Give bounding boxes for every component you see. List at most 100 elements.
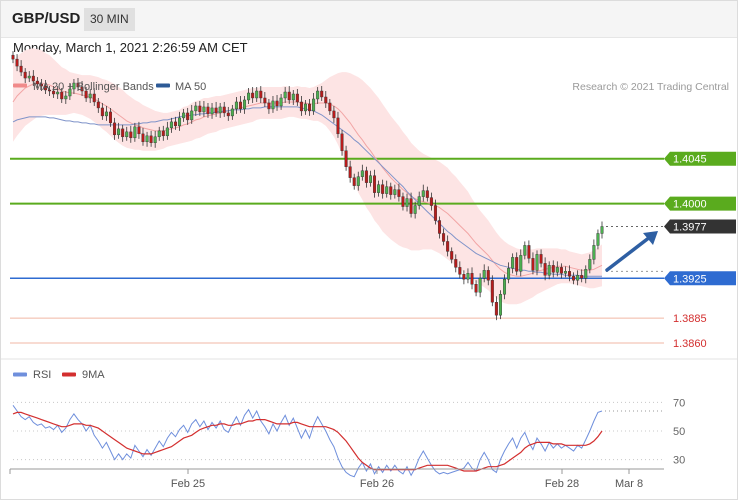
candle-9 (48, 86, 52, 96)
candle-32 (141, 127, 145, 146)
forecast-arrow (605, 231, 658, 272)
price-legend: MA 20 + Bollinger Bands MA 50 Research ©… (13, 81, 729, 93)
candle-97 (405, 193, 409, 212)
candle-35 (153, 130, 157, 148)
candle-13 (64, 91, 68, 104)
legend-rsi-ma[interactable]: 9MA (82, 369, 105, 381)
x-axis: Feb 25 Feb 26 Feb 28 Mar 8 (9, 468, 664, 490)
candle-92 (385, 180, 389, 198)
candle-125 (519, 249, 523, 277)
moving-averages (12, 82, 603, 277)
x-tick-label-0: Feb 25 (171, 478, 205, 490)
candle-21 (96, 97, 100, 113)
candle-46 (198, 100, 202, 116)
candle-85 (356, 171, 360, 191)
candle-17 (80, 81, 84, 96)
candle-93 (389, 182, 393, 200)
price-level-lines (10, 157, 664, 344)
candle-22 (100, 102, 104, 120)
candle-12 (60, 88, 64, 103)
rsi-legend: RSI 9MA (13, 369, 105, 381)
price-label-1.3860: 1.3860 (673, 338, 707, 350)
candle-66 (279, 93, 283, 110)
candle-91 (381, 179, 385, 199)
candle-67 (283, 87, 287, 103)
candle-122 (507, 262, 511, 284)
price-label-1.3977: 1.3977 (664, 219, 736, 234)
candle-20 (92, 88, 96, 106)
candle-10 (52, 86, 56, 98)
candle-73 (308, 98, 312, 116)
candle-63 (267, 98, 271, 114)
candle-95 (397, 183, 401, 202)
timeframe-badge[interactable]: 30 MIN (84, 8, 135, 31)
candle-120 (498, 290, 502, 320)
candle-87 (364, 166, 368, 188)
candle-114 (474, 280, 478, 297)
candle-53 (226, 106, 230, 121)
candle-128 (531, 252, 535, 275)
candle-68 (287, 86, 291, 104)
candle-84 (352, 173, 356, 190)
candle-47 (202, 100, 206, 117)
candle-3 (23, 68, 27, 84)
legend-ma50[interactable]: MA 50 (175, 81, 206, 93)
forecast-arrow-head (643, 231, 658, 245)
legend-rsi[interactable]: RSI (33, 369, 51, 381)
candle-11 (56, 86, 60, 99)
x-tick-label-1: Feb 26 (360, 478, 394, 490)
rsi-tick-70: 70 (673, 397, 685, 409)
candle-70 (295, 89, 299, 106)
candle-41 (178, 111, 182, 131)
legend-bollinger[interactable]: MA 20 + Bollinger Bands (33, 81, 154, 93)
candle-129 (535, 250, 539, 276)
candle-23 (104, 105, 108, 121)
candle-123 (511, 253, 515, 274)
candle-109 (454, 254, 458, 273)
candle-36 (157, 126, 161, 141)
candle-49 (210, 102, 214, 119)
candle-107 (446, 235, 450, 257)
candle-43 (186, 107, 190, 125)
candle-8 (43, 80, 47, 94)
candle-54 (230, 104, 234, 120)
legend-swatch-ma50 (156, 83, 170, 88)
bollinger-bands (13, 48, 602, 305)
candle-62 (263, 92, 267, 107)
candle-90 (377, 180, 381, 197)
candle-51 (218, 102, 222, 118)
candle-126 (523, 241, 527, 260)
candle-141 (584, 265, 588, 284)
candle-34 (149, 130, 153, 147)
candle-75 (316, 87, 320, 104)
candle-58 (247, 88, 251, 104)
candle-80 (336, 111, 340, 138)
candle-121 (503, 274, 507, 300)
candle-100 (417, 191, 421, 210)
candle-69 (291, 90, 295, 105)
candle-88 (368, 170, 372, 187)
candle-30 (133, 122, 137, 142)
candle-50 (214, 101, 218, 117)
candle-39 (169, 117, 173, 133)
price-label-1.3925: 1.3925 (664, 271, 736, 286)
price-label-1.4000: 1.4000 (664, 196, 736, 211)
candle-133 (551, 260, 555, 278)
candle-145 (600, 221, 604, 239)
candle-127 (527, 240, 531, 264)
price-label-1.4045: 1.4045 (664, 151, 736, 166)
candle-40 (173, 116, 177, 130)
svg-text:1.3925: 1.3925 (673, 273, 707, 285)
candle-0 (11, 51, 15, 64)
candle-6 (35, 77, 39, 89)
candle-55 (234, 96, 238, 114)
rsi-ma-line (12, 411, 603, 472)
candle-79 (332, 105, 336, 123)
candle-99 (413, 201, 417, 219)
candle-56 (238, 95, 242, 113)
rsi-tick-50: 50 (673, 426, 685, 438)
candle-15 (72, 79, 76, 94)
rsi-line (12, 405, 603, 478)
candle-144 (596, 229, 600, 250)
